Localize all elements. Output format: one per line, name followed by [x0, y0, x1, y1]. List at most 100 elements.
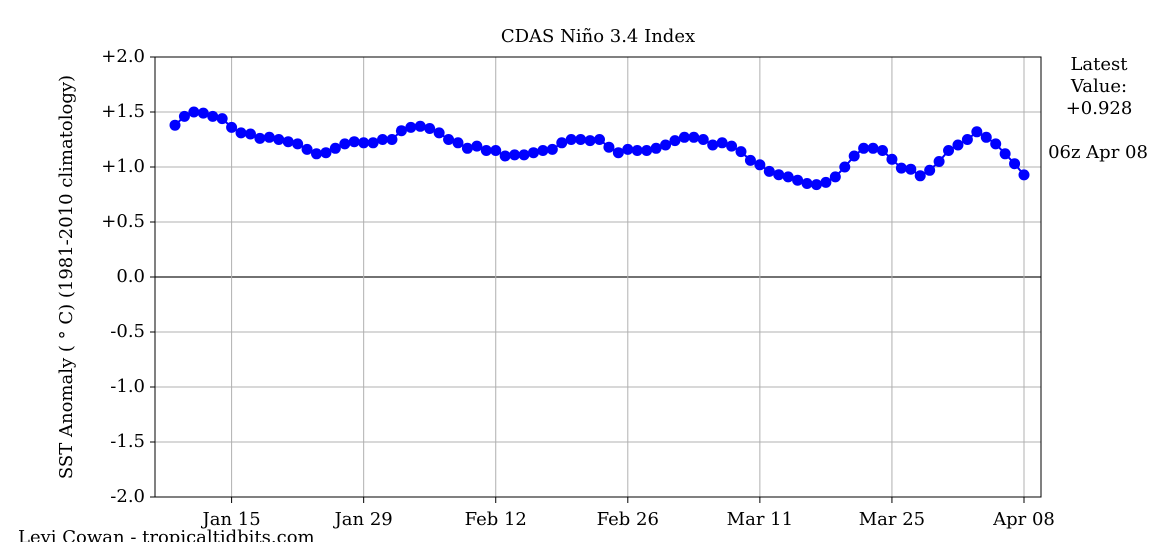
data-point	[358, 137, 370, 149]
x-tick-label: Apr 08	[992, 509, 1055, 530]
data-point	[782, 171, 794, 183]
data-point	[688, 131, 700, 143]
data-point	[414, 120, 426, 132]
annotation: +0.928	[1066, 98, 1133, 119]
data-point	[980, 131, 992, 143]
data-point	[452, 137, 464, 149]
data-point	[490, 145, 502, 156]
x-tick-label: Feb 26	[597, 509, 659, 530]
data-point	[509, 149, 521, 161]
data-point	[961, 134, 973, 145]
data-point	[565, 134, 577, 145]
data-point	[575, 134, 587, 145]
data-point	[377, 134, 389, 145]
data-point	[735, 146, 747, 158]
data-point	[839, 161, 851, 173]
data-point	[395, 125, 407, 137]
data-point	[999, 148, 1011, 160]
data-point	[197, 107, 209, 119]
data-point	[386, 134, 398, 145]
x-tick-label: Jan 29	[333, 509, 393, 530]
data-point	[801, 178, 813, 189]
data-point	[461, 142, 473, 154]
data-point	[594, 134, 605, 145]
data-point	[810, 179, 822, 191]
data-point	[612, 147, 624, 159]
data-point	[1009, 158, 1021, 170]
data-point	[178, 110, 190, 122]
chart-title: CDAS Niño 3.4 Index	[501, 26, 695, 47]
data-point	[763, 165, 775, 177]
y-tick-label: +1.0	[101, 156, 145, 177]
data-point	[933, 156, 945, 167]
x-tick-label: Mar 25	[859, 509, 925, 530]
data-point	[848, 150, 860, 162]
data-point	[924, 164, 936, 176]
data-point	[660, 139, 672, 151]
data-point	[433, 127, 445, 139]
data-point	[188, 106, 200, 118]
data-point	[556, 137, 568, 149]
data-point	[697, 134, 709, 145]
x-tick-label: Jan 15	[201, 509, 261, 530]
data-point	[263, 131, 275, 143]
data-point	[273, 134, 285, 145]
data-point	[867, 142, 879, 154]
data-point	[726, 140, 738, 152]
data-point	[254, 132, 266, 144]
data-point	[348, 136, 360, 148]
data-point	[471, 140, 483, 152]
y-tick-label: +1.5	[101, 101, 145, 122]
annotation: Latest	[1070, 54, 1128, 75]
data-point	[773, 169, 785, 181]
data-point	[858, 142, 870, 154]
data-point	[235, 127, 247, 139]
y-tick-label: -2.0	[110, 486, 145, 507]
data-point	[339, 138, 351, 150]
data-point	[603, 141, 615, 153]
y-axis-label: SST Anomaly ( ° C) (1981-2010 climatolog…	[56, 75, 77, 479]
y-tick-label: +0.5	[101, 211, 145, 232]
data-point	[480, 145, 492, 156]
data-point	[716, 137, 728, 149]
data-point	[895, 162, 907, 174]
data-point	[820, 176, 832, 188]
data-point	[754, 159, 766, 171]
data-point	[914, 170, 926, 182]
data-point	[905, 163, 917, 175]
data-point	[226, 121, 238, 133]
data-point	[527, 147, 539, 159]
y-tick-label: 0.0	[116, 266, 145, 287]
data-point	[320, 147, 332, 159]
credit: Levi Cowan - tropicaltidbits.com	[18, 527, 315, 542]
data-point	[829, 171, 841, 183]
data-point	[641, 145, 653, 156]
data-point	[886, 153, 898, 165]
x-tick-label: Mar 11	[727, 509, 793, 530]
annotation: 06z Apr 08	[1048, 142, 1148, 163]
data-point	[792, 174, 804, 186]
data-point	[622, 143, 634, 155]
data-point	[707, 139, 719, 151]
data-point	[244, 128, 256, 140]
data-point	[329, 142, 341, 154]
data-point	[631, 145, 643, 156]
plot-frame	[154, 56, 1042, 498]
data-point	[367, 137, 379, 149]
data-point	[282, 136, 294, 148]
data-point	[669, 135, 681, 147]
data-point	[216, 113, 228, 125]
data-point	[1018, 169, 1030, 181]
y-tick-label: +2.0	[101, 46, 145, 67]
data-point	[650, 142, 662, 154]
data-point	[311, 148, 322, 160]
data-point	[678, 131, 690, 143]
data-point	[584, 135, 596, 147]
y-tick-label: -1.5	[110, 431, 145, 452]
data-point	[877, 145, 888, 156]
data-point	[405, 121, 417, 133]
y-tick-label: -1.0	[110, 376, 145, 397]
data-point	[443, 134, 455, 145]
